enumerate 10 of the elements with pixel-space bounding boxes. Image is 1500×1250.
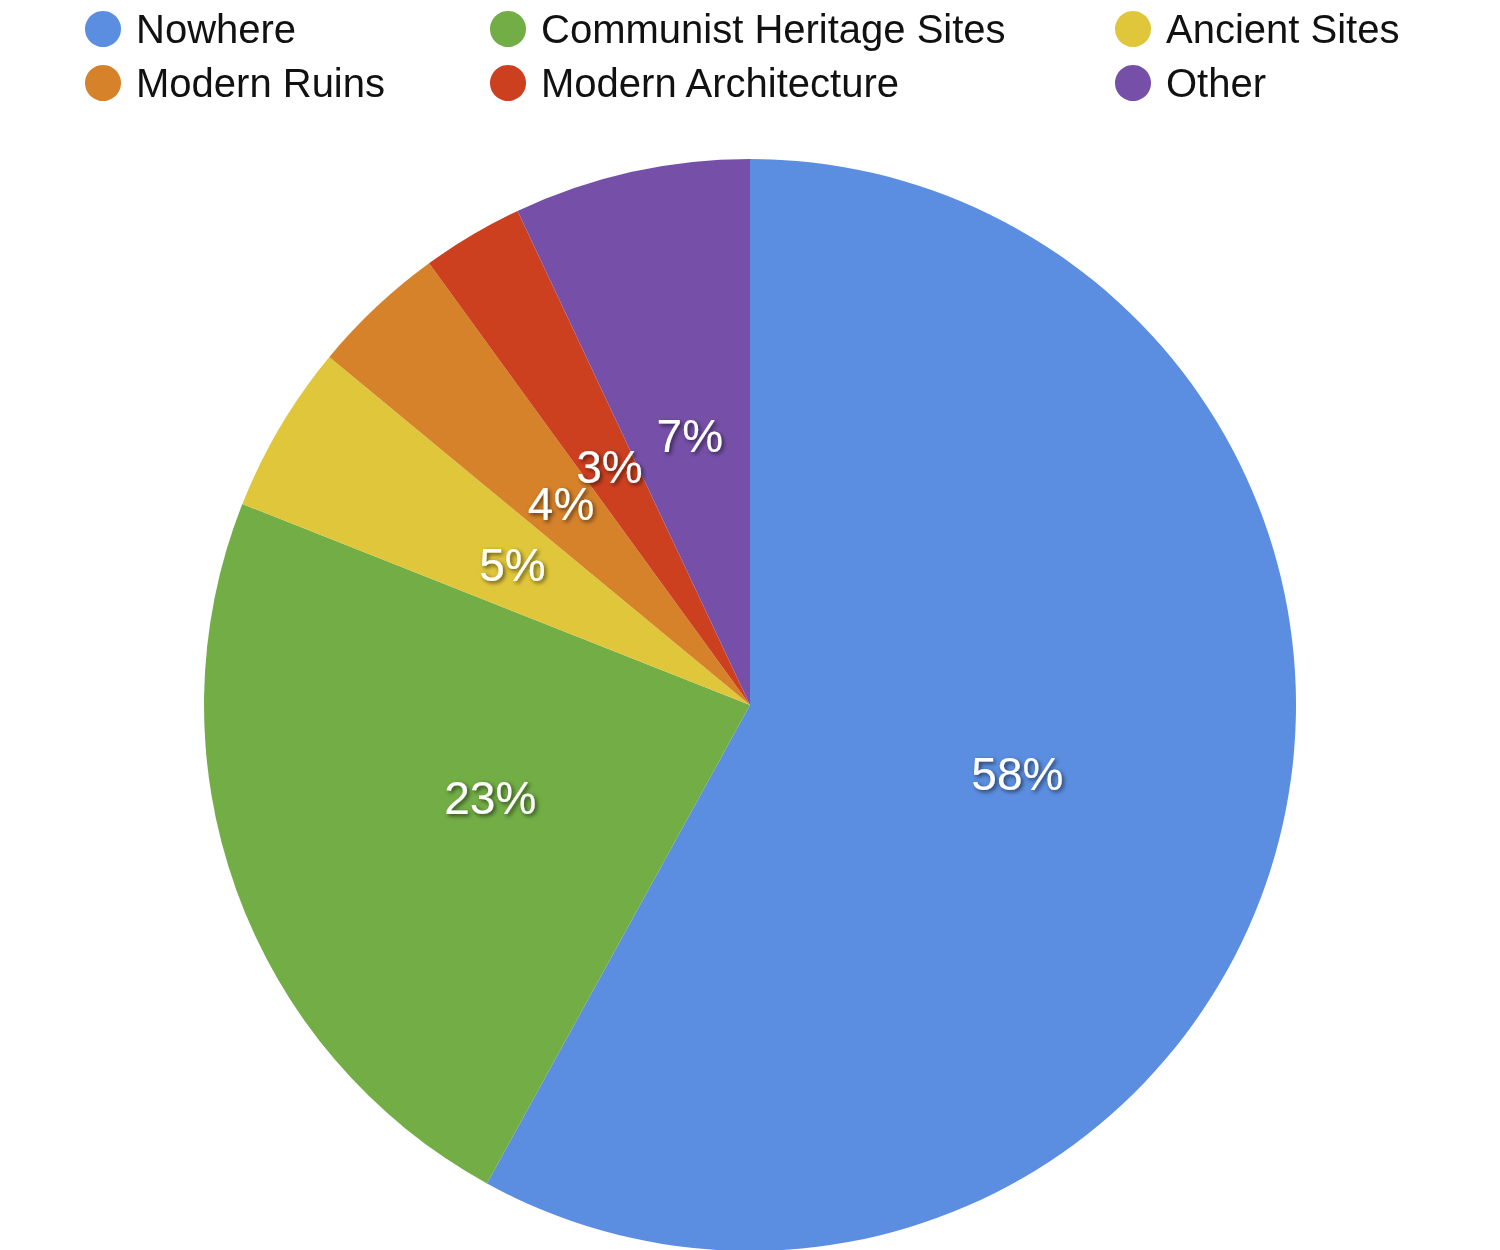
legend-label: Communist Heritage Sites bbox=[541, 7, 1006, 51]
data-label: 5% bbox=[479, 538, 546, 591]
legend-label: Modern Ruins bbox=[136, 61, 386, 105]
legend-label: Other bbox=[1166, 61, 1267, 105]
data-label: 58% bbox=[971, 747, 1064, 800]
legend-label: Nowhere bbox=[136, 7, 297, 51]
data-label: 23% bbox=[444, 772, 537, 825]
legend-label: Modern Architecture bbox=[541, 61, 899, 105]
legend-label: Ancient Sites bbox=[1166, 7, 1400, 51]
data-label: 7% bbox=[656, 409, 724, 462]
